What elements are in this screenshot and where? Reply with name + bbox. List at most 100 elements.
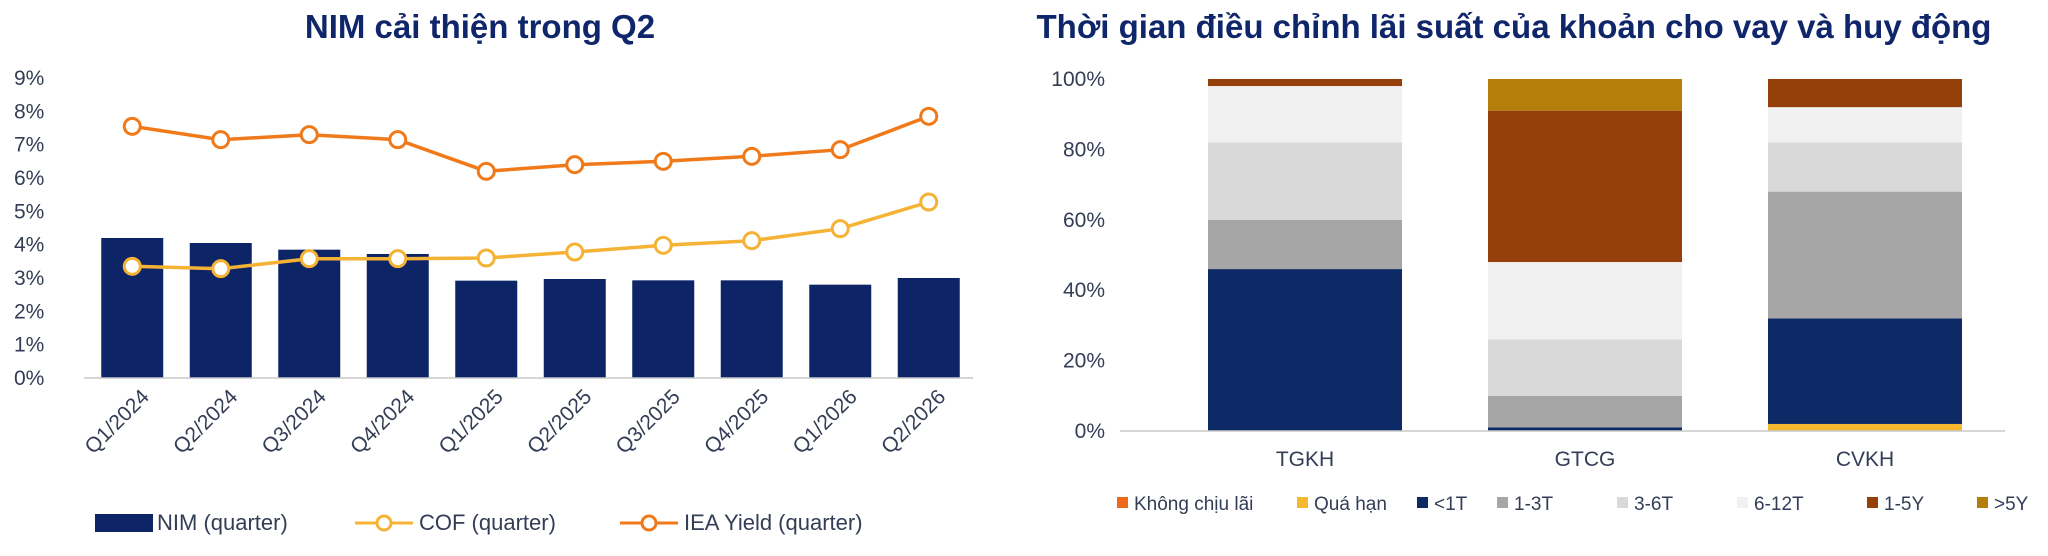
y-tick-label: 1% [14, 334, 44, 357]
stack-segment [1488, 79, 1682, 111]
x-category-label: Q1/2024 [81, 385, 154, 458]
nim-bar [366, 254, 429, 378]
legend-swatch [1867, 497, 1878, 508]
stack-segment [1208, 269, 1402, 431]
x-category-label: Q1/2025 [435, 385, 508, 458]
legend-cof-marker [375, 514, 393, 532]
iea-yield-point [476, 161, 496, 181]
stack-segment [1768, 142, 1962, 192]
legend-label: >5Y [1994, 494, 2029, 515]
nim-bar [455, 280, 518, 378]
legend-label: 3-6T [1634, 494, 1673, 515]
y-tick-label: 40% [1063, 279, 1105, 302]
repricing-chart-svg: 0% 20% 40% 60% 80% 100% TGKH GTCG CVKH Không chịu… [1051, 68, 2029, 515]
legend-iea-yield-marker [640, 514, 658, 532]
stack-segment [1768, 107, 1962, 143]
y-tick-label: 4% [14, 234, 44, 257]
legend-swatch [1977, 497, 1988, 508]
cof-point [476, 248, 496, 268]
y-tick-label: 5% [14, 200, 44, 223]
y-tick-label: 80% [1063, 138, 1105, 161]
legend-label: Không chịu lãi [1134, 494, 1253, 515]
iea-yield-point [830, 140, 850, 160]
stack-segment [1208, 142, 1402, 220]
cof-point [388, 249, 408, 269]
stack-segment [1768, 318, 1962, 424]
iea-yield-point [122, 116, 142, 136]
y-tick-label: 0% [14, 367, 44, 390]
stack-segment [1208, 86, 1402, 143]
legend-iea-yield-label: IEA Yield (quarter) [684, 510, 863, 535]
nim-chart-svg: 0%1%2%3%4%5%6%7%8%9%Q1/2024 Q2/2024 Q3/202… [14, 67, 973, 535]
legend-swatch [1417, 497, 1428, 508]
y-tick-label: 6% [14, 167, 44, 190]
repricing-chart-panel: Thời gian điều chỉnh lãi suất của khoản … [980, 0, 2048, 556]
stack-segment [1768, 423, 1962, 431]
iea-yield-point [388, 130, 408, 150]
y-tick-label: 8% [14, 100, 44, 123]
x-category-label: Q1/2026 [789, 385, 862, 458]
x-category-label: GTCG [1555, 448, 1616, 471]
x-category-label: CVKH [1836, 448, 1894, 471]
cof-point [565, 242, 585, 262]
y-tick-label: 2% [14, 300, 44, 323]
iea-yield-point [919, 106, 939, 126]
x-category-label: Q4/2024 [346, 385, 419, 458]
iea-yield-point [653, 151, 673, 171]
stack-segment [1488, 395, 1682, 428]
x-category-label: Q3/2024 [258, 385, 331, 458]
legend-swatch [1297, 497, 1308, 508]
legend-label: 1-5Y [1884, 494, 1924, 515]
nim-bar [278, 249, 341, 378]
cof-point [919, 192, 939, 212]
iea-yield-point [565, 155, 585, 175]
nim-bar [720, 280, 783, 378]
nim-chart-panel: NIM cải thiện trong Q2 0% 1% 2% 3% 4% 5% 6% 7% 8… [0, 0, 973, 556]
cof-point [830, 219, 850, 239]
x-category-label: Q2/2026 [877, 385, 950, 458]
legend-label: <1T [1434, 494, 1468, 515]
y-tick-label: 7% [14, 134, 44, 157]
nim-bar [632, 280, 695, 378]
stack-segment [1768, 79, 1962, 108]
legend-nim-label: NIM (quarter) [157, 510, 288, 535]
legend-label: 1-3T [1514, 494, 1553, 515]
y-tick-label: 60% [1063, 209, 1105, 232]
cof-point [653, 235, 673, 255]
x-category-label: Q3/2025 [612, 385, 685, 458]
iea-yield-line [132, 114, 930, 174]
nim-bar [543, 279, 606, 378]
y-tick-label: 9% [14, 67, 44, 90]
legend-swatch [1117, 497, 1128, 508]
nim-bar [809, 284, 872, 378]
y-tick-label: 0% [1075, 420, 1105, 443]
legend-swatch [1497, 497, 1508, 508]
iea-yield-point [742, 146, 762, 166]
x-category-label: Q2/2025 [523, 385, 596, 458]
cof-point [742, 231, 762, 251]
stack-segment [1488, 110, 1682, 263]
iea-yield-point [211, 130, 231, 150]
stack-segment [1208, 219, 1402, 270]
legend-swatch [1617, 497, 1628, 508]
cof-point [299, 249, 319, 269]
stack-segment [1208, 79, 1402, 87]
cof-line [132, 200, 930, 271]
legend-cof-label: COF (quarter) [419, 510, 556, 535]
iea-yield-point [299, 125, 319, 145]
stack-segment [1488, 427, 1682, 431]
stack-segment [1768, 191, 1962, 319]
nim-chart-title: NIM cải thiện trong Q2 [304, 8, 656, 45]
y-tick-label: 100% [1051, 68, 1105, 91]
legend-label: Quá hạn [1314, 494, 1387, 515]
y-tick-label: 20% [1063, 350, 1105, 373]
repricing-chart-title: Thời gian điều chỉnh lãi suất của khoản … [1036, 8, 1992, 45]
y-tick-label: 3% [14, 267, 44, 290]
legend-label: 6-12T [1754, 494, 1804, 515]
legend-swatch [1737, 497, 1748, 508]
x-category-label: Q2/2024 [169, 385, 242, 458]
cof-point [211, 259, 231, 279]
legend-nim-swatch [95, 514, 153, 532]
x-category-label: Q4/2025 [700, 385, 773, 458]
stack-segment [1488, 262, 1682, 340]
